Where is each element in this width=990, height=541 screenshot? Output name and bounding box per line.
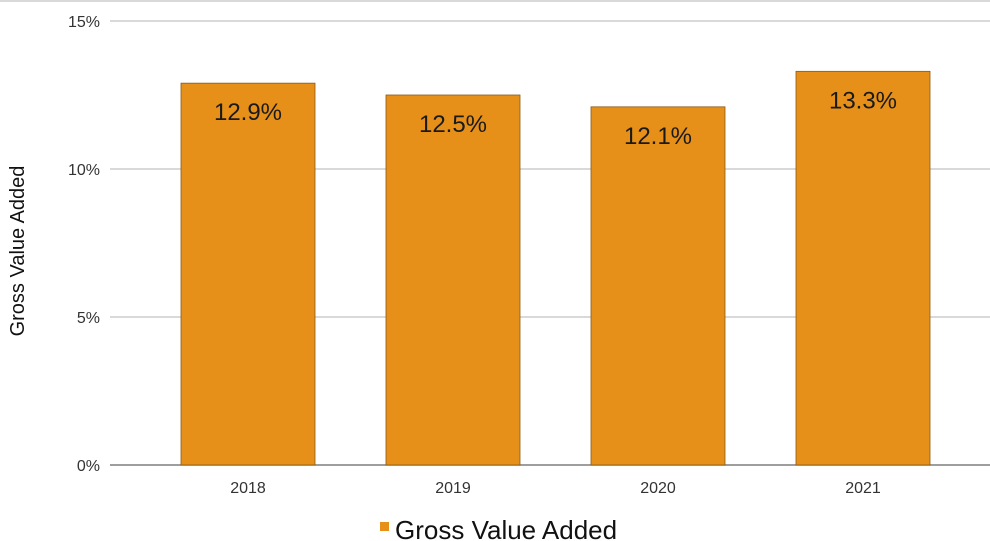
bar (385, 94, 521, 466)
x-tick-label: 2019 (435, 480, 471, 497)
legend-label: Gross Value Added (395, 515, 617, 541)
y-tick-label: 0% (77, 458, 100, 475)
x-tick-label: 2020 (640, 480, 676, 497)
x-tick-label: 2021 (845, 480, 881, 497)
y-axis-title: Gross Value Added (7, 166, 29, 337)
x-tick-label: 2018 (230, 480, 266, 497)
data-label: 12.5% (419, 111, 487, 138)
x-tick-labels: 2018 2019 2020 2021 (230, 480, 881, 497)
legend-swatch (380, 522, 389, 531)
data-label: 13.3% (829, 87, 897, 114)
y-tick-label: 5% (77, 310, 100, 327)
bar (795, 70, 931, 466)
y-tick-label: 10% (68, 162, 100, 179)
bar (180, 82, 316, 466)
data-label: 12.9% (214, 99, 282, 126)
y-tick-label: 15% (68, 14, 100, 31)
y-tick-labels: 0% 5% 10% 15% (68, 14, 100, 475)
bar (590, 106, 726, 466)
data-label: 12.1% (624, 123, 692, 150)
legend: Gross Value Added (380, 515, 617, 541)
bars: 12.9% 12.5% 12.1% 13.3% (180, 70, 931, 466)
